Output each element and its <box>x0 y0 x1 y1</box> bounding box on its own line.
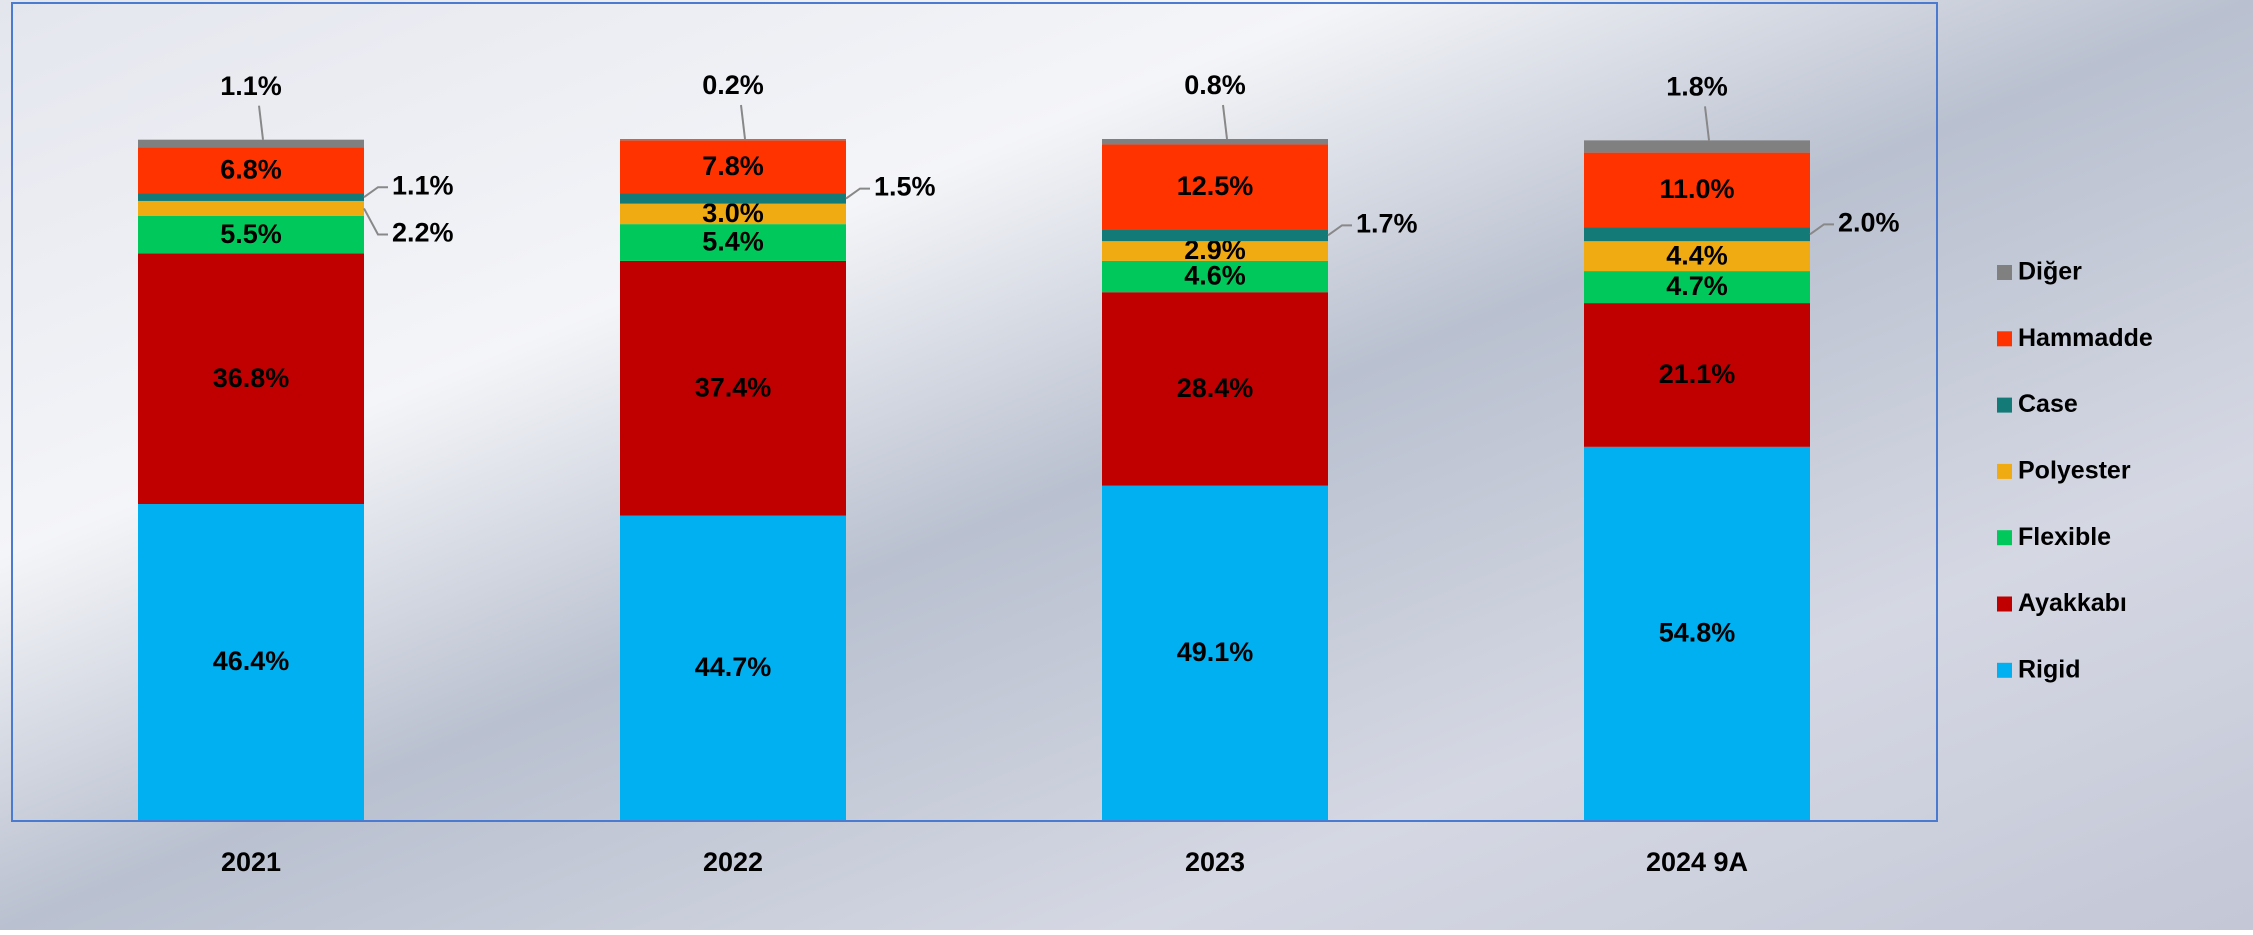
data-label: 1.1% <box>220 71 282 101</box>
leader-line <box>363 186 388 199</box>
legend-label: Hammadde <box>2018 324 2153 352</box>
bar-segment <box>1584 241 1810 272</box>
leader-line <box>1704 106 1710 141</box>
x-tick-label: 2021 <box>221 847 281 877</box>
legend-label: Case <box>2018 390 2078 418</box>
bar-segment <box>1584 446 1810 820</box>
data-label: 1.8% <box>1666 71 1728 101</box>
data-label: 2.2% <box>392 218 454 248</box>
x-tick-label: 2022 <box>703 847 763 877</box>
bar-segment <box>138 253 364 505</box>
data-label: 44.7% <box>695 652 772 682</box>
bar-segment <box>1102 139 1328 145</box>
bar-segment <box>1584 303 1810 447</box>
data-label: 0.8% <box>1184 70 1246 100</box>
bar-segment <box>138 193 364 201</box>
bar-segment <box>620 203 846 225</box>
data-label: 5.5% <box>220 219 282 249</box>
leader-line <box>1222 104 1228 140</box>
legend-swatch <box>1997 265 2012 280</box>
data-label: 6.8% <box>220 154 282 184</box>
bar-segment <box>620 260 846 516</box>
data-label: 1.7% <box>1356 208 1418 238</box>
legend-label: Ayakkabı <box>2018 589 2127 617</box>
legend-swatch <box>1997 530 2012 546</box>
bar-segment <box>1102 229 1328 242</box>
bar-segment <box>620 140 846 194</box>
bar-segment <box>138 139 364 148</box>
x-tick-label: 2023 <box>1185 847 1245 877</box>
data-label: 4.4% <box>1666 240 1728 270</box>
legend-swatch <box>1997 331 2012 347</box>
leader-line <box>1327 224 1352 237</box>
leader-line <box>258 105 264 140</box>
bar-segment <box>1102 485 1328 820</box>
legend-swatch <box>1997 463 2012 479</box>
bar-segment <box>620 193 846 204</box>
data-label: 21.1% <box>1659 359 1736 389</box>
data-label: 54.8% <box>1659 618 1736 648</box>
data-label: 49.1% <box>1177 637 1254 667</box>
bar-segment <box>620 224 846 261</box>
data-label: 4.7% <box>1666 271 1728 301</box>
legend-label: Polyester <box>2018 457 2131 485</box>
data-label: 12.5% <box>1177 171 1254 201</box>
leader-line <box>740 104 746 140</box>
bar-segment <box>1584 152 1810 228</box>
bar-segment <box>620 515 846 820</box>
legend-swatch <box>1997 397 2012 413</box>
plot-frame <box>11 2 1938 822</box>
leader-line <box>363 207 388 236</box>
bar-segment <box>138 504 364 820</box>
data-label: 2.0% <box>1838 207 1900 237</box>
bar-segment <box>138 147 364 194</box>
legend-swatch <box>1997 662 2012 678</box>
bar-segment <box>1584 227 1810 242</box>
data-label: 46.4% <box>213 646 290 676</box>
bar-segment <box>620 139 846 141</box>
data-label: 5.4% <box>702 227 764 257</box>
data-label: 36.8% <box>213 363 290 393</box>
legend-label: Flexible <box>2018 523 2111 551</box>
bar-segment <box>138 200 364 216</box>
data-label: 37.4% <box>695 372 772 402</box>
bar-segment <box>1584 271 1810 304</box>
bar-segment <box>1102 260 1328 293</box>
legend-label: Diğer <box>2018 258 2082 286</box>
data-label: 4.6% <box>1184 261 1246 291</box>
data-label: 1.1% <box>392 170 454 200</box>
bar-segment <box>1102 144 1328 230</box>
bar-segment <box>138 215 364 254</box>
bar-segment <box>1102 292 1328 486</box>
legend-swatch <box>1997 596 2012 612</box>
data-label: 28.4% <box>1177 373 1254 403</box>
legend-label: Rigid <box>2018 655 2081 683</box>
x-tick-label: 2024 9A <box>1646 847 1748 877</box>
bar-segment <box>1584 140 1810 153</box>
leader-line <box>845 187 870 200</box>
leader-line <box>1809 223 1834 236</box>
bar-segment <box>1102 241 1328 261</box>
data-label: 0.2% <box>702 70 764 100</box>
data-label: 11.0% <box>1659 174 1734 204</box>
data-label: 7.8% <box>702 151 764 181</box>
data-label: 1.5% <box>874 172 936 202</box>
